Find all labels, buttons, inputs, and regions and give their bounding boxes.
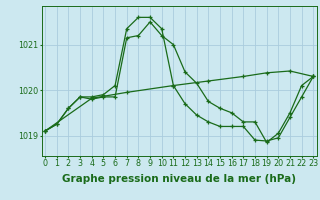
X-axis label: Graphe pression niveau de la mer (hPa): Graphe pression niveau de la mer (hPa) bbox=[62, 174, 296, 184]
